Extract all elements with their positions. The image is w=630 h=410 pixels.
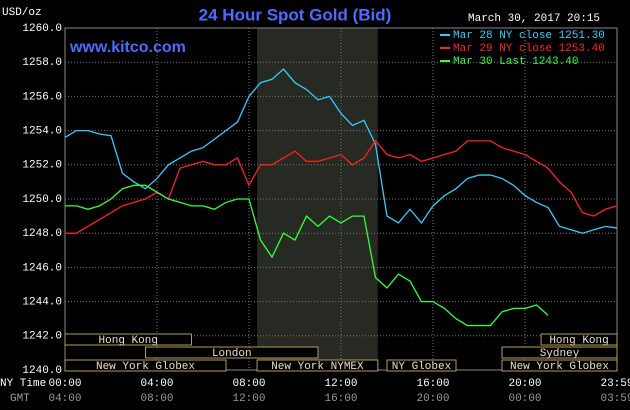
x-axis-label: NY Time [0,378,46,390]
y-tick-label: 1242.0 [22,331,62,343]
session-label: New York Globex [96,361,195,373]
y-tick-label: 1260.0 [22,23,62,35]
watermark: www.kitco.com [69,39,186,56]
y-tick-label: 1254.0 [22,126,62,138]
session-box [145,346,319,359]
session-label: London [212,348,252,360]
y-tick-label: 1250.0 [22,194,62,206]
y-tick-label: 1256.0 [22,91,62,103]
session-label: Hong Kong [549,335,608,347]
session-box [501,359,618,372]
x2-tick-label: 16:00 [324,393,357,405]
chart-title: 24 Hour Spot Gold (Bid) [199,5,392,24]
session-box [256,359,379,372]
y-tick-label: 1252.0 [22,160,62,172]
x2-tick-label: 04:00 [48,393,81,405]
x2-tick-label: 03:59 [600,393,630,405]
y-tick-label: 1246.0 [22,262,62,274]
session-box [501,346,618,359]
legend-label: Mar 29 NY close 1253.40 [453,43,605,55]
session-label: New York NYMEX [271,361,364,373]
x-tick-label: 08:00 [232,378,265,390]
y-axis-label: USD/oz [2,7,42,19]
timestamp: March 30, 2017 20:15 [468,13,600,25]
session-box [386,359,457,372]
x-tick-label: 12:00 [324,378,357,390]
x-tick-label: 04:00 [140,378,173,390]
y-tick-label: 1258.0 [22,57,62,69]
price-line [65,184,549,327]
y-tick-label: 1244.0 [22,297,62,309]
session-box [64,359,227,372]
legend-label: Mar 30 Last 1243.40 [453,56,578,68]
x-tick-label: 00:00 [48,378,81,390]
x2-tick-label: 08:00 [140,393,173,405]
y-tick-label: 1240.0 [22,365,62,377]
x-tick-label: 16:00 [416,378,449,390]
x-tick-label: 20:00 [508,378,541,390]
x2-tick-label: 00:00 [508,393,541,405]
x2-tick-label: 12:00 [232,393,265,405]
session-label: Hong Kong [99,335,158,347]
legend-label: Mar 28 NY close 1251.30 [453,30,605,42]
price-line [64,68,618,234]
session-label: Sydney [540,348,580,360]
session-label: New York Globex [510,361,609,373]
session-box [540,333,618,346]
x-tick-label: 23:59 [600,378,630,390]
session-label: NY Globex [392,361,452,373]
x2-tick-label: 20:00 [416,393,449,405]
x2-axis-label: GMT [10,393,30,405]
y-tick-label: 1248.0 [22,228,62,240]
session-box [64,333,192,346]
